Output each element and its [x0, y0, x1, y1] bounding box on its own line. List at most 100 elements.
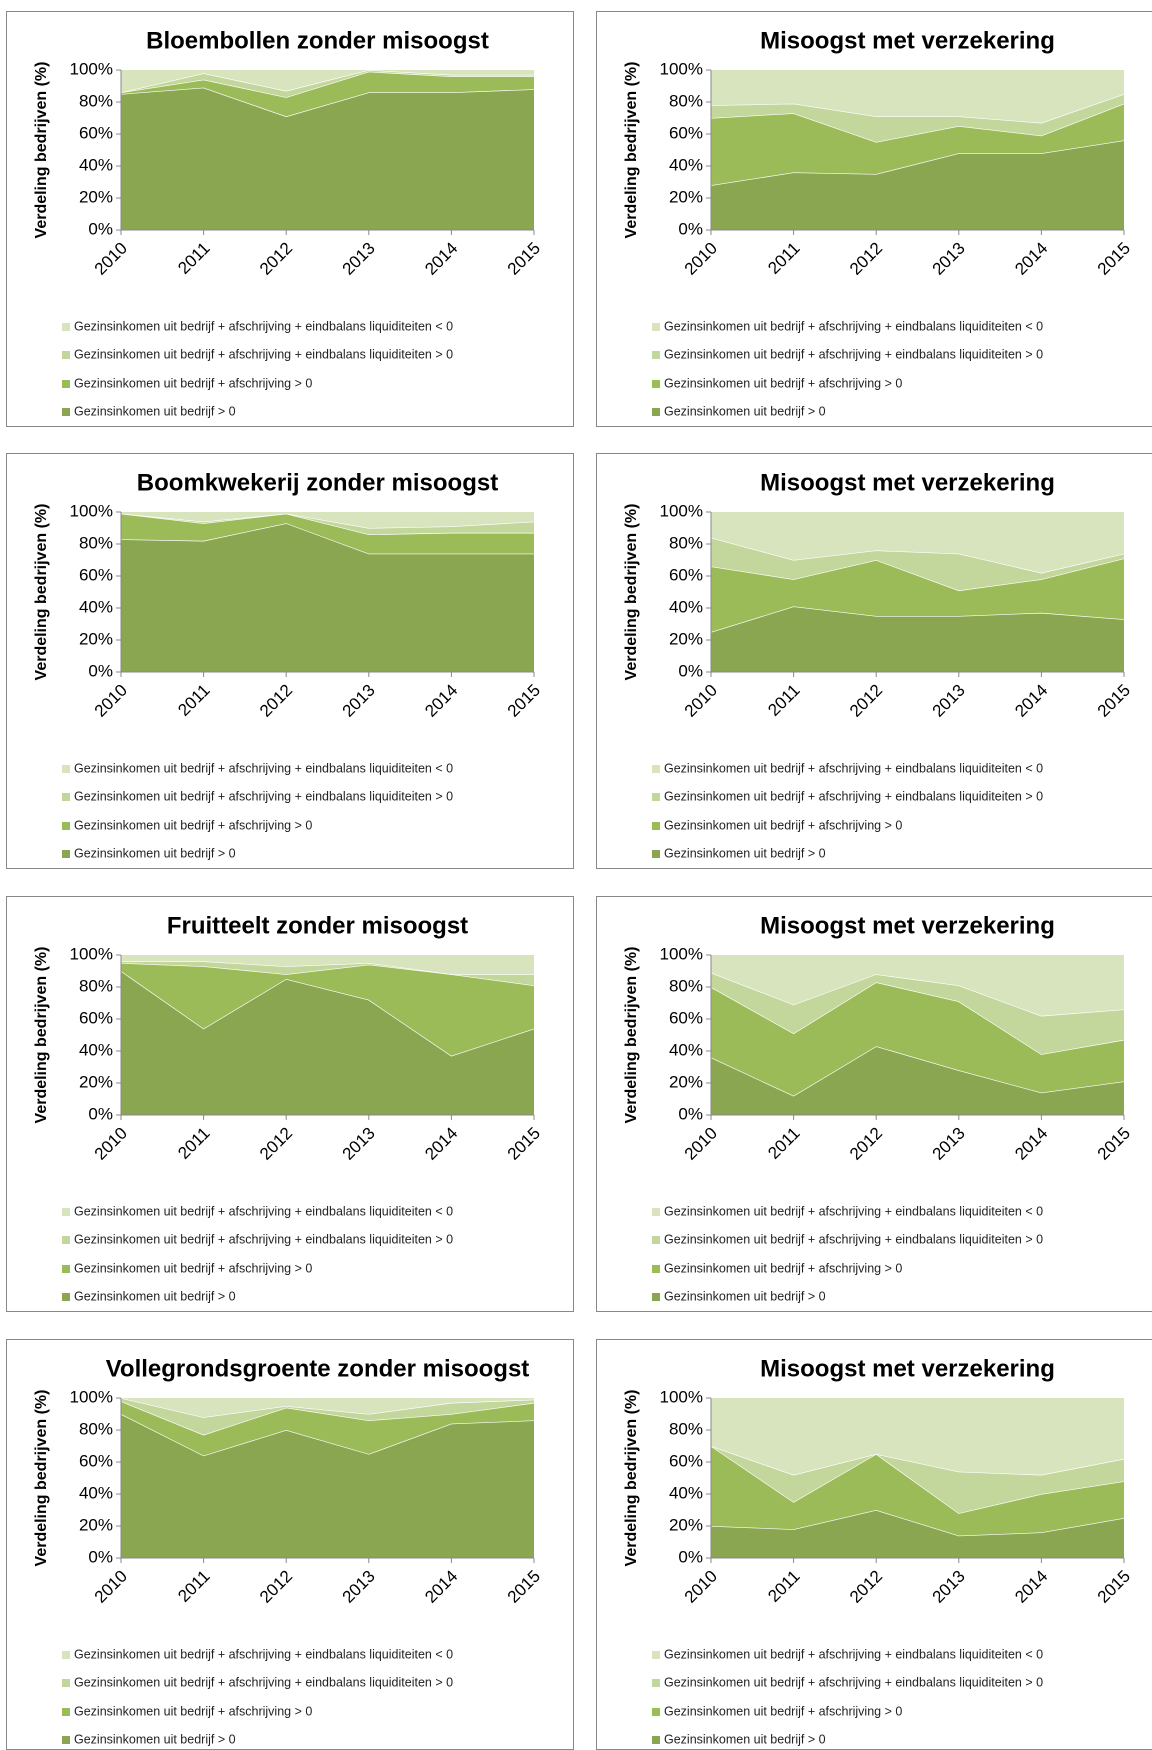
- area: [711, 972, 1124, 1055]
- y-tick-label: 0%: [88, 1104, 113, 1123]
- y-tick-label: 40%: [79, 597, 113, 616]
- legend-swatch: [62, 1736, 70, 1744]
- legend-swatch: [652, 1265, 660, 1273]
- chart-title: Bloembollen zonder misoogst: [146, 27, 489, 54]
- y-axis-title: Verdeling bedrijven (%): [623, 62, 640, 239]
- legend-label: Gezinsinkomen uit bedrijf + afschrijving…: [664, 376, 902, 390]
- y-tick-label: 80%: [669, 533, 703, 552]
- y-tick-label: 20%: [669, 1515, 703, 1534]
- legend-swatch: [62, 1265, 70, 1273]
- legend-label: Gezinsinkomen uit bedrijf + afschrijving…: [74, 761, 453, 775]
- y-axis-title: Verdeling bedrijven (%): [33, 947, 50, 1124]
- area: [711, 94, 1124, 142]
- area: [711, 103, 1124, 186]
- area: [121, 1414, 534, 1558]
- y-tick-label: 100%: [70, 59, 113, 78]
- legend-label: Gezinsinkomen uit bedrijf > 0: [74, 404, 236, 418]
- chart-panel: 0%20%40%60%80%100%2010 2011 2012 2013 2014 20…: [596, 1339, 1152, 1750]
- legend-swatch: [652, 793, 660, 801]
- y-tick-label: 20%: [79, 1515, 113, 1534]
- legend-swatch: [62, 1208, 70, 1216]
- y-tick-label: 60%: [669, 565, 703, 584]
- legend-swatch: [652, 1293, 660, 1301]
- y-tick-label: 20%: [669, 629, 703, 648]
- legend-label: Gezinsinkomen uit bedrijf + afschrijving…: [74, 1704, 312, 1718]
- legend-label: Gezinsinkomen uit bedrijf > 0: [664, 846, 826, 860]
- area: [121, 70, 534, 93]
- y-tick-label: 60%: [79, 1008, 113, 1027]
- y-tick-label: 40%: [669, 1040, 703, 1059]
- chart-title: Misoogst met verzekering: [760, 469, 1055, 496]
- legend-label: Gezinsinkomen uit bedrijf + afschrijving…: [664, 789, 1043, 803]
- legend-label: Gezinsinkomen uit bedrijf + afschrijving…: [664, 347, 1043, 361]
- area: [711, 558, 1124, 632]
- legend-label: Gezinsinkomen uit bedrijf + afschrijving…: [664, 1204, 1043, 1218]
- area-edge: [710, 981, 1125, 1055]
- legend-label: Gezinsinkomen uit bedrijf + afschrijving…: [74, 376, 312, 390]
- legend-swatch: [62, 1679, 70, 1687]
- y-tick-label: 40%: [79, 155, 113, 174]
- chart-title: Fruitteelt zonder misoogst: [167, 912, 468, 939]
- y-tick-label: 100%: [70, 944, 113, 963]
- y-tick-label: 40%: [669, 1483, 703, 1502]
- area: [121, 70, 534, 98]
- legend-swatch: [62, 351, 70, 359]
- legend-label: Gezinsinkomen uit bedrijf + afschrijving…: [74, 347, 453, 361]
- legend-label: Gezinsinkomen uit bedrijf + afschrijving…: [664, 1647, 1043, 1661]
- area: [711, 1046, 1124, 1115]
- area: [711, 140, 1124, 230]
- y-tick-label: 60%: [669, 123, 703, 142]
- legend-label: Gezinsinkomen uit bedrijf + afschrijving…: [664, 1675, 1043, 1689]
- area-edge: [710, 1445, 1125, 1514]
- legend-swatch: [62, 793, 70, 801]
- chart-title: Misoogst met verzekering: [760, 912, 1055, 939]
- area: [121, 963, 534, 1056]
- legend-swatch: [652, 1679, 660, 1687]
- legend-label: Gezinsinkomen uit bedrijf + afschrijving…: [664, 319, 1043, 333]
- area: [121, 961, 534, 986]
- legend-label: Gezinsinkomen uit bedrijf > 0: [74, 1732, 236, 1746]
- legend-label: Gezinsinkomen uit bedrijf + afschrijving…: [664, 1232, 1043, 1246]
- chart-title: Boomkwekerij zonder misoogst: [137, 469, 498, 496]
- y-tick-label: 40%: [669, 597, 703, 616]
- y-tick-label: 20%: [79, 1072, 113, 1091]
- legend-swatch: [62, 408, 70, 416]
- area: [121, 971, 534, 1115]
- area: [121, 513, 534, 554]
- y-axis-title: Verdeling bedrijven (%): [33, 62, 50, 239]
- legend-label: Gezinsinkomen uit bedrijf + afschrijving…: [74, 818, 312, 832]
- legend-swatch: [62, 323, 70, 331]
- area-edge: [120, 962, 535, 987]
- legend-label: Gezinsinkomen uit bedrijf > 0: [74, 846, 236, 860]
- y-tick-label: 40%: [669, 155, 703, 174]
- area: [121, 1398, 534, 1435]
- chart-panel: 0%20%40%60%80%100%2010 2011 2012 2013 2014 20…: [596, 896, 1152, 1312]
- y-tick-label: 80%: [79, 533, 113, 552]
- legend-swatch: [652, 1708, 660, 1716]
- area: [711, 1446, 1124, 1514]
- chart-title: Misoogst met verzekering: [760, 27, 1055, 54]
- legend-label: Gezinsinkomen uit bedrijf + afschrijving…: [664, 1261, 902, 1275]
- y-tick-label: 20%: [669, 1072, 703, 1091]
- area: [121, 1398, 534, 1418]
- y-tick-label: 20%: [669, 187, 703, 206]
- legend-swatch: [62, 1651, 70, 1659]
- y-tick-label: 20%: [79, 187, 113, 206]
- y-tick-label: 0%: [88, 219, 113, 238]
- legend-swatch: [652, 822, 660, 830]
- chart-panel: 0%20%40%60%80%100%2010 2011 2012 2013 2014 20…: [6, 11, 574, 427]
- legend-label: Gezinsinkomen uit bedrijf + afschrijving…: [74, 1675, 453, 1689]
- area-edge: [710, 139, 1125, 186]
- area: [711, 1510, 1124, 1558]
- area: [711, 512, 1124, 573]
- y-tick-label: 0%: [678, 661, 703, 680]
- y-tick-label: 80%: [79, 1419, 113, 1438]
- legend-label: Gezinsinkomen uit bedrijf > 0: [74, 1289, 236, 1303]
- legend-label: Gezinsinkomen uit bedrijf + afschrijving…: [664, 818, 902, 832]
- legend-swatch: [652, 850, 660, 858]
- y-tick-label: 60%: [79, 1451, 113, 1470]
- legend-label: Gezinsinkomen uit bedrijf + afschrijving…: [74, 789, 453, 803]
- legend-swatch: [652, 1736, 660, 1744]
- y-tick-label: 0%: [88, 1547, 113, 1566]
- chart-title: Vollegrondsgroente zonder misoogst: [106, 1355, 530, 1382]
